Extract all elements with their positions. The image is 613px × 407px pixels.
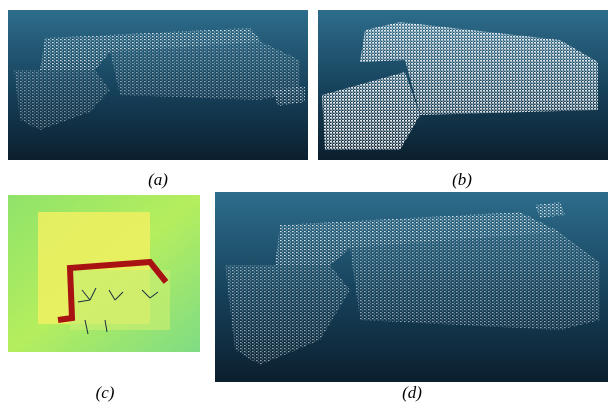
panel-b: (b) (318, 10, 608, 189)
panel-a: (a) (8, 10, 308, 189)
caption: (d) (402, 383, 422, 402)
caption: (b) (452, 170, 472, 189)
facade (350, 232, 600, 330)
facade (110, 42, 300, 100)
caption: (c) (96, 383, 115, 402)
figure: (a) (b) (c) (d) (0, 0, 613, 407)
caption: (a) (148, 170, 168, 189)
panel-d: (d) (215, 192, 608, 402)
panel-c: (c) (8, 195, 200, 402)
